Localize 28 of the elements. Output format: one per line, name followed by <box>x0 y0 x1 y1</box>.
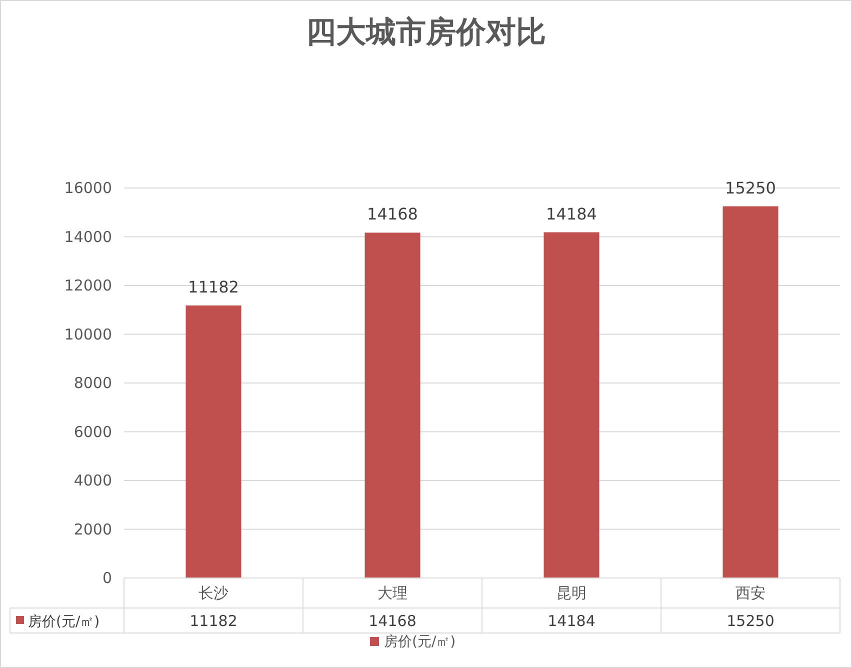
legend-label: 房价(元/㎡) <box>384 634 456 650</box>
y-tick-label: 10000 <box>64 325 112 344</box>
text: 11182 <box>190 612 238 630</box>
y-tick-label: 12000 <box>64 276 112 294</box>
data-label: 14184 <box>546 204 597 224</box>
bar <box>722 206 778 578</box>
text: 房价(元/㎡) <box>28 614 100 630</box>
chart-title: 四大城市房价对比 <box>306 15 546 50</box>
data-label: 14168 <box>367 204 418 224</box>
text: 15250 <box>726 612 774 630</box>
y-tick-label: 4000 <box>74 472 112 490</box>
bar <box>544 232 600 578</box>
x-tick-label: 长沙 <box>198 584 228 602</box>
y-tick-label: 16000 <box>64 179 112 197</box>
data-label: 15250 <box>725 178 776 198</box>
x-tick-label: 西安 <box>736 584 766 602</box>
y-tick-label: 14000 <box>64 228 112 246</box>
x-tick-label: 大理 <box>378 584 408 602</box>
y-tick-label: 2000 <box>74 520 112 538</box>
data-label: 11182 <box>188 277 239 296</box>
bar <box>364 232 420 578</box>
text: 14168 <box>368 612 416 630</box>
y-tick-label: 8000 <box>74 374 112 392</box>
x-tick-label: 昆明 <box>556 584 586 602</box>
text: 14184 <box>548 612 596 630</box>
y-tick-label: 0 <box>102 569 112 587</box>
y-tick-label: 6000 <box>74 422 112 441</box>
bar <box>186 305 242 578</box>
